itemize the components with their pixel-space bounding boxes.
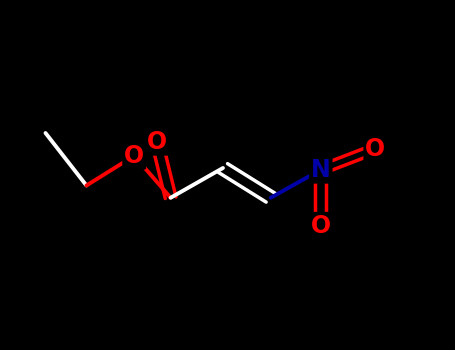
Text: O: O	[365, 137, 385, 161]
Text: O: O	[311, 214, 331, 238]
Text: O: O	[147, 130, 167, 154]
Text: O: O	[124, 144, 144, 168]
Text: N: N	[311, 158, 331, 182]
